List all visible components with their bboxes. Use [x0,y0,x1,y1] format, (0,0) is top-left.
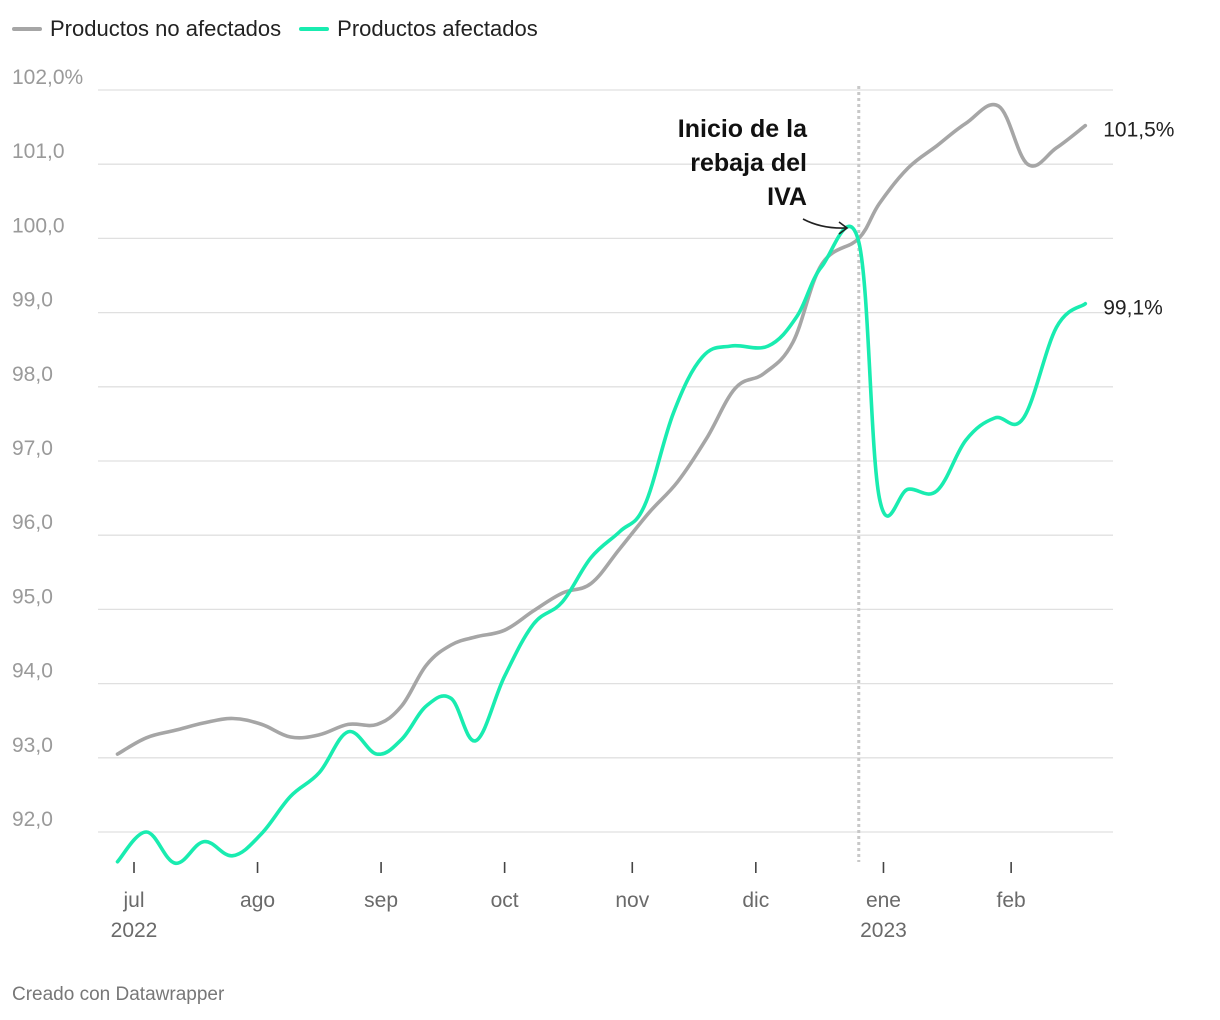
end-labels: 101,5% 99,1% [1103,119,1174,320]
annotation-line-1: Inicio de la [678,115,808,143]
y-axis-ticks: 102,0% 101,0 100,0 99,0 98,0 97,0 96,0 95,0 94,0… [12,66,83,831]
legend-item-no-afectados: Productos no afectados [12,16,281,42]
x-tick-label: feb [997,889,1026,912]
series-lines [115,102,1088,865]
y-tick-label: 95,0 [12,585,53,608]
annotation-arrow [802,218,847,229]
end-label-afectados: 99,1% [1103,297,1163,320]
y-tick-label: 92,0 [12,808,53,831]
annotation-line-3: IVA [767,183,807,211]
legend-swatch-no-afectados [12,27,42,31]
y-tick-label: 99,0 [12,289,53,312]
y-tick-label: 97,0 [12,437,53,460]
y-tick-label: 100,0 [12,214,65,237]
y-tick-label: 93,0 [12,734,53,757]
x-tick-label: nov [615,889,649,912]
annotation: Inicio de la rebaja del IVA [678,115,849,235]
legend-swatch-afectados [299,27,330,31]
legend-label-no-afectados: Productos no afectados [50,16,282,41]
x-tick-label: sep [364,889,398,912]
gridlines [98,89,1113,833]
annotation-arrow-head [838,221,849,235]
x-tick-label: oct [491,889,519,912]
y-tick-label: 102,0% [12,66,83,89]
y-tick-label: 101,0 [12,140,65,163]
legend: Productos no afectados Productos afectad… [12,16,538,42]
x-tick-year-label: 2023 [860,919,907,942]
x-tick-label: jul [122,889,144,912]
y-tick-label: 94,0 [12,660,53,683]
legend-label-afectados: Productos afectados [337,16,538,41]
series-line-afectados [115,224,1088,865]
series-line-no-afectados [115,102,1088,756]
legend-item-afectados: Productos afectados [299,16,538,42]
credit-text: Creado con Datawrapper [12,984,225,1005]
x-tick-label: dic [742,889,769,912]
end-label-no-afectados: 101,5% [1103,119,1174,142]
line-chart: 102,0% 101,0 100,0 99,0 98,0 97,0 96,0 95,0 94,0… [12,66,1174,942]
y-tick-label: 98,0 [12,363,53,386]
x-axis-ticks: jul 2022 ago sep oct nov dic ene 2023 feb [111,862,1026,942]
y-tick-label: 96,0 [12,511,53,534]
annotation-line-2: rebaja del [690,149,807,177]
x-tick-year-label: 2022 [111,919,158,942]
x-tick-label: ago [240,889,275,912]
x-tick-label: ene [866,889,901,912]
